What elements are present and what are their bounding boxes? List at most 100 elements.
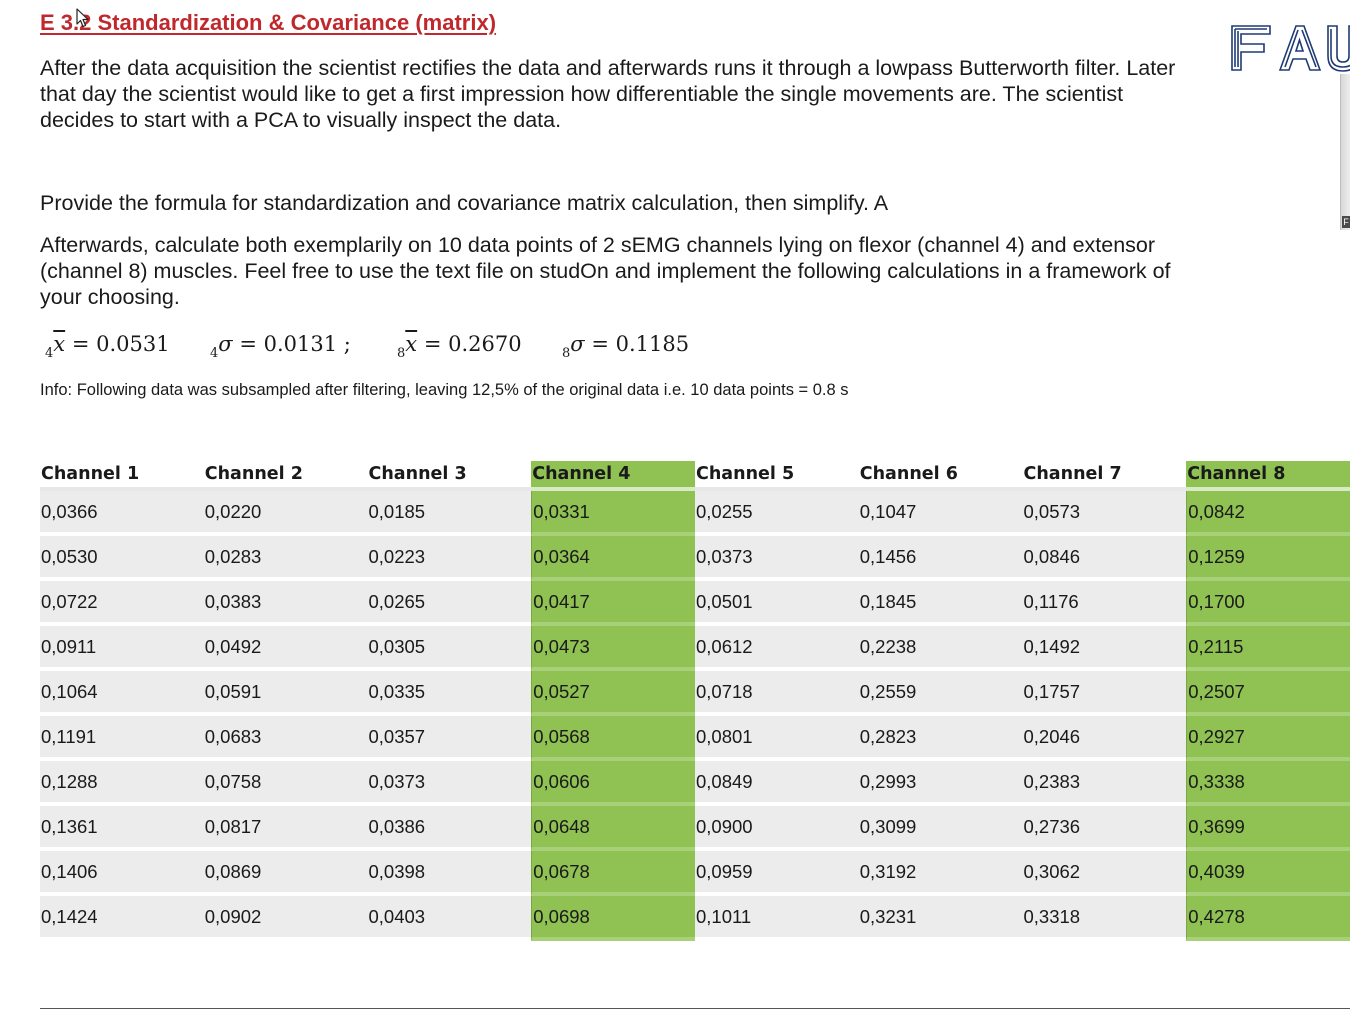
table-cell-channel-7: 0,0573: [1022, 491, 1187, 536]
table-cell-channel-5: 0,0255: [695, 491, 859, 536]
table-cell-channel-8: 0,1700: [1186, 581, 1350, 626]
intro-paragraph: After the data acquisition the scientist…: [40, 56, 1176, 132]
table-cell-channel-6: 0,3192: [858, 851, 1023, 896]
table-row: 0,1191 0,0683 0,0357 0,0568 0,0801 0,2823 0,20…: [40, 716, 1350, 761]
table-row: 0,0530 0,0283 0,0223 0,0364 0,0373 0,1456 0,08…: [40, 536, 1350, 581]
table-cell-channel-5: 0,0959: [695, 851, 859, 896]
column-header-channel-4: Channel 4: [531, 461, 695, 491]
table-cell-channel-4: 0,0527: [531, 671, 695, 716]
table-row: 0,0722 0,0383 0,0265 0,0417 0,0501 0,1845 0,11…: [40, 581, 1350, 626]
table-cell-channel-8: 0,3699: [1186, 806, 1350, 851]
table-row: 0,1424 0,0902 0,0403 0,0698 0,1011 0,3231 0,33…: [40, 896, 1350, 941]
table-cell-channel-3: 0,0265: [367, 581, 532, 626]
table-cell-channel-7: 0,1176: [1022, 581, 1187, 626]
table-cell-channel-4: 0,0606: [531, 761, 695, 806]
table-cell-channel-5: 0,0612: [695, 626, 859, 671]
table-cell-channel-5: 0,0373: [695, 536, 859, 581]
table-cell-channel-2: 0,0817: [203, 806, 368, 851]
table-cell-channel-7: 0,0846: [1022, 536, 1187, 581]
side-scrollbar[interactable]: F: [1340, 74, 1350, 230]
table-cell-channel-2: 0,0283: [203, 536, 368, 581]
table-cell-channel-6: 0,3099: [858, 806, 1023, 851]
fau-logo-graphic: [1231, 25, 1350, 72]
table-cell-channel-6: 0,1845: [858, 581, 1023, 626]
table-cell-channel-7: 0,2736: [1022, 806, 1187, 851]
table-cell-channel-3: 0,0373: [367, 761, 532, 806]
table-cell-channel-6: 0,2559: [858, 671, 1023, 716]
table-cell-channel-6: 0,2993: [858, 761, 1023, 806]
table-cell-channel-3: 0,0305: [367, 626, 532, 671]
page-title: E 3.2 Standardization & Covariance (matr…: [40, 10, 497, 35]
table-body: 0,0366 0,0220 0,0185 0,0331 0,0255 0,1047 0,05…: [40, 491, 1350, 941]
table-cell-channel-5: 0,0501: [695, 581, 859, 626]
table-cell-channel-3: 0,0185: [367, 491, 532, 536]
channel-data-table: Channel 1 Channel 2 Channel 3 Channel 4 Chan…: [40, 461, 1350, 941]
table-row: 0,1361 0,0817 0,0386 0,0648 0,0900 0,3099 0,27…: [40, 806, 1350, 851]
divider: [40, 1008, 1350, 1009]
table-cell-channel-8: 0,2115: [1186, 626, 1350, 671]
table-cell-channel-5: 0,0900: [695, 806, 859, 851]
table-cell-channel-3: 0,0386: [367, 806, 532, 851]
column-header-channel-6: Channel 6: [858, 461, 1023, 491]
table-cell-channel-3: 0,0335: [367, 671, 532, 716]
mean-channel-8: 8x = 0.2670: [397, 332, 522, 361]
fau-logo: [1230, 22, 1350, 76]
table-cell-channel-1: 0,1191: [40, 716, 204, 761]
table-cell-channel-8: 0,4039: [1186, 851, 1350, 896]
table-cell-channel-4: 0,0648: [531, 806, 695, 851]
table-cell-channel-4: 0,0417: [531, 581, 695, 626]
column-header-channel-5: Channel 5: [695, 461, 859, 491]
table-row: 0,1064 0,0591 0,0335 0,0527 0,0718 0,2559 0,17…: [40, 671, 1350, 716]
task-paragraph-2: Afterwards, calculate both exemplarily o…: [40, 233, 1171, 309]
column-header-channel-2: Channel 2: [203, 461, 368, 491]
table-cell-channel-7: 0,3062: [1022, 851, 1187, 896]
table-cell-channel-5: 0,0849: [695, 761, 859, 806]
std-channel-8: 8σ = 0.1185: [562, 332, 690, 361]
table-cell-channel-4: 0,0331: [531, 491, 695, 536]
table-cell-channel-2: 0,0492: [203, 626, 368, 671]
table-row: 0,0911 0,0492 0,0305 0,0473 0,0612 0,2238 0,14…: [40, 626, 1350, 671]
task-paragraph-1: Provide the formula for standardization …: [40, 191, 889, 215]
table-cell-channel-4: 0,0678: [531, 851, 695, 896]
table-cell-channel-6: 0,1456: [858, 536, 1023, 581]
table-cell-channel-1: 0,0530: [40, 536, 204, 581]
table-cell-channel-7: 0,1492: [1022, 626, 1187, 671]
table-cell-channel-3: 0,0223: [367, 536, 532, 581]
table-cell-channel-2: 0,0758: [203, 761, 368, 806]
table-cell-channel-1: 0,1406: [40, 851, 204, 896]
table-cell-channel-7: 0,2046: [1022, 716, 1187, 761]
table-cell-channel-8: 0,1259: [1186, 536, 1350, 581]
table-cell-channel-2: 0,0591: [203, 671, 368, 716]
table-cell-channel-7: 0,3318: [1022, 896, 1187, 941]
table-cell-channel-1: 0,0366: [40, 491, 204, 536]
column-header-channel-3: Channel 3: [367, 461, 532, 491]
table-row: 0,0366 0,0220 0,0185 0,0331 0,0255 0,1047 0,05…: [40, 491, 1350, 536]
table-cell-channel-1: 0,1288: [40, 761, 204, 806]
table-cell-channel-8: 0,4278: [1186, 896, 1350, 941]
table-cell-channel-5: 0,1011: [695, 896, 859, 941]
table-cell-channel-4: 0,0473: [531, 626, 695, 671]
side-tab-label: F: [1342, 216, 1350, 228]
table-cell-channel-7: 0,2383: [1022, 761, 1187, 806]
table-cell-channel-4: 0,0698: [531, 896, 695, 941]
table-cell-channel-8: 0,2927: [1186, 716, 1350, 761]
table-cell-channel-7: 0,1757: [1022, 671, 1187, 716]
column-header-channel-1: Channel 1: [40, 461, 204, 491]
table-cell-channel-4: 0,0364: [531, 536, 695, 581]
mean-channel-4: 4x = 0.0531: [45, 332, 170, 361]
table-cell-channel-3: 0,0403: [367, 896, 532, 941]
std-channel-4: 4σ = 0.0131 ;: [210, 332, 351, 361]
table-cell-channel-1: 0,1361: [40, 806, 204, 851]
table-cell-channel-2: 0,0383: [203, 581, 368, 626]
mouse-cursor-icon: [76, 8, 89, 28]
table-cell-channel-3: 0,0398: [367, 851, 532, 896]
table-cell-channel-8: 0,3338: [1186, 761, 1350, 806]
table-cell-channel-1: 0,0722: [40, 581, 204, 626]
table-cell-channel-6: 0,2238: [858, 626, 1023, 671]
table-header-row: Channel 1 Channel 2 Channel 3 Channel 4 Chan…: [40, 461, 1350, 491]
info-note: Info: Following data was subsampled afte…: [40, 381, 849, 399]
table-cell-channel-6: 0,1047: [858, 491, 1023, 536]
table-cell-channel-6: 0,3231: [858, 896, 1023, 941]
table-cell-channel-8: 0,2507: [1186, 671, 1350, 716]
table-cell-channel-6: 0,2823: [858, 716, 1023, 761]
